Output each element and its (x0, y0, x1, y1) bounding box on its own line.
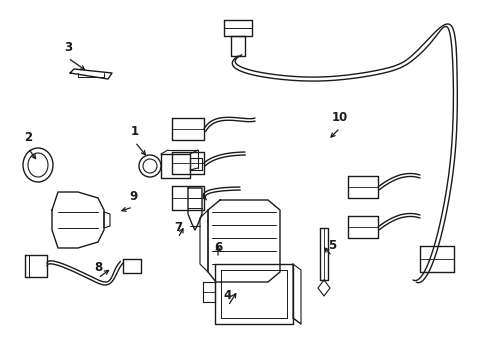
Text: 10: 10 (332, 111, 348, 124)
Text: 6: 6 (214, 241, 222, 254)
Text: 5: 5 (328, 239, 336, 252)
Ellipse shape (143, 159, 157, 173)
Ellipse shape (139, 155, 161, 177)
Text: 2: 2 (24, 131, 32, 144)
Text: 3: 3 (64, 41, 72, 54)
Ellipse shape (28, 153, 48, 177)
Text: 9: 9 (129, 190, 137, 203)
Text: 1: 1 (131, 125, 139, 138)
Ellipse shape (23, 148, 53, 182)
Text: 7: 7 (174, 221, 182, 234)
Text: 8: 8 (94, 261, 102, 274)
Text: 4: 4 (224, 289, 232, 302)
